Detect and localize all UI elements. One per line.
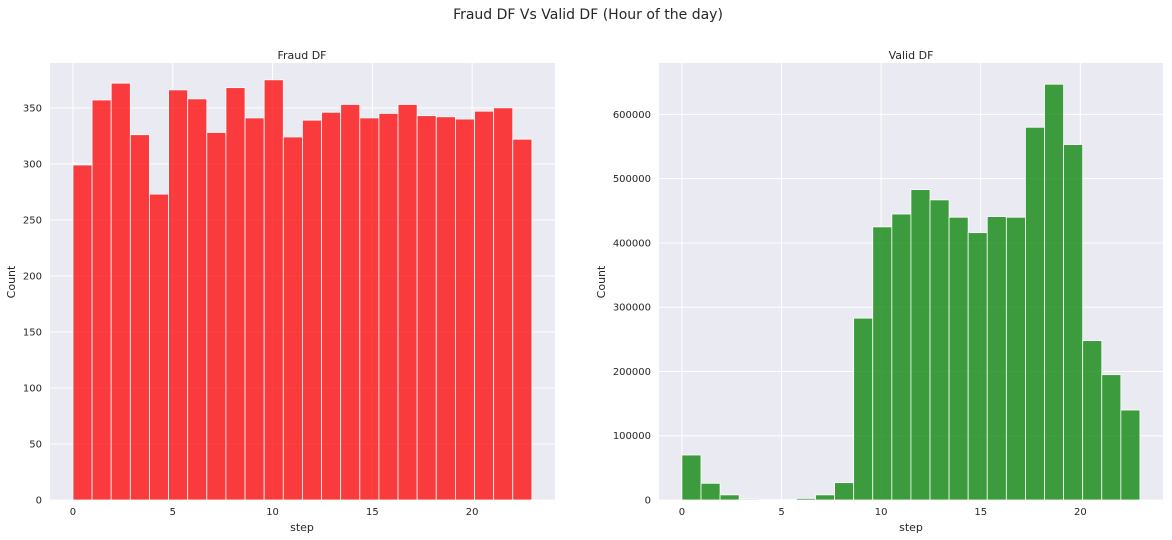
valid-histogram-bar	[986, 216, 1007, 501]
fraud-histogram-bar	[187, 98, 208, 501]
fraud-histogram-bar	[91, 99, 112, 501]
valid-histogram-bar	[1082, 340, 1103, 501]
valid-y-tick-label: 300000	[613, 303, 651, 314]
fraud-histogram-bar	[454, 118, 475, 501]
fraud-x-tick-label: 5	[170, 507, 176, 518]
fraud-axes-title: Fraud DF	[277, 49, 326, 62]
valid-y-tick-label: 100000	[613, 431, 651, 442]
fraud-y-tick-label: 0	[36, 496, 42, 507]
valid-histogram-bar	[1005, 216, 1026, 501]
valid-x-tick-label: 15	[974, 507, 987, 518]
fraud-x-tick-label: 0	[70, 507, 76, 518]
valid-y-tick-label: 500000	[613, 174, 651, 185]
fraud-histogram-bar	[282, 136, 303, 501]
fraud-histogram-bar	[474, 110, 495, 501]
fraud-histogram-bar	[110, 82, 131, 501]
valid-x-tick-label: 20	[1074, 507, 1087, 518]
valid-histogram-bar	[929, 199, 950, 501]
valid-histogram-bar	[1044, 83, 1064, 501]
fraud-y-tick-label: 250	[23, 215, 42, 226]
fraud-histogram-bar	[321, 111, 342, 501]
fraud-histogram-bar	[435, 116, 456, 501]
fraud-x-axis-label: step	[290, 521, 314, 534]
fraud-histogram-bar	[225, 87, 246, 501]
valid-histogram-bar	[738, 498, 759, 501]
fraud-histogram-bar	[397, 104, 418, 501]
fraud-y-tick-label: 150	[23, 327, 42, 338]
valid-y-tick-label: 200000	[613, 367, 651, 378]
valid-histogram-bar	[719, 494, 740, 501]
fraud-histogram-bar	[302, 119, 322, 501]
valid-histogram-bar	[967, 232, 988, 501]
fraud-y-axis-label: Count	[5, 265, 18, 298]
valid-histogram-bar	[815, 494, 835, 501]
fraud-histogram-bar	[149, 193, 169, 501]
fraud-histogram-bar	[168, 89, 189, 501]
fraud-y-tick-label: 100	[23, 383, 42, 394]
fraud-y-tick-label: 200	[23, 271, 42, 282]
fraud-histogram-bar	[493, 107, 514, 501]
valid-axes-title: Valid DF	[889, 49, 934, 62]
fraud-histogram-bar	[244, 117, 265, 501]
fraud-histogram-bar	[340, 104, 361, 501]
valid-y-tick-label: 400000	[613, 238, 651, 249]
fraud-histogram-bar	[72, 164, 93, 501]
valid-x-axis-label: step	[899, 521, 923, 534]
fraud-histogram-bar	[378, 113, 399, 501]
valid-histogram-bar	[853, 317, 874, 501]
valid-histogram-axes: Valid DF step Count 0 5 10 15 20 0 100000 20000…	[595, 49, 1163, 534]
figure-suptitle: Fraud DF Vs Valid DF (Hour of the day)	[453, 7, 723, 23]
valid-x-tick-label: 10	[875, 507, 888, 518]
valid-histogram-bar	[910, 189, 931, 501]
valid-x-tick-label: 5	[778, 507, 784, 518]
valid-histogram-bar	[948, 216, 969, 501]
valid-histogram-bar	[1063, 144, 1084, 501]
valid-histogram-bar	[681, 454, 702, 501]
valid-histogram-bar	[700, 482, 721, 501]
valid-histogram-bar	[1101, 374, 1122, 501]
fraud-histogram-bar	[129, 134, 150, 501]
valid-histogram-bar	[796, 497, 816, 501]
fraud-x-tick-label: 10	[266, 507, 279, 518]
valid-histogram-bar	[834, 482, 855, 501]
valid-y-tick-label: 0	[645, 496, 651, 507]
valid-y-axis-label: Count	[595, 265, 608, 298]
fraud-y-tick-label: 50	[29, 439, 42, 450]
valid-histogram-bar	[891, 213, 912, 501]
valid-histogram-bar	[1025, 126, 1045, 501]
fraud-y-tick-label: 300	[23, 159, 42, 170]
fraud-x-tick-label: 15	[366, 507, 379, 518]
fraud-histogram-axes: Fraud DF step Count 0 5 10 15 20050100150200…	[5, 49, 555, 534]
fraud-histogram-bar	[206, 132, 227, 501]
fraud-histogram-bar	[512, 138, 533, 501]
valid-histogram-bar	[872, 226, 893, 501]
valid-x-tick-label: 0	[679, 507, 685, 518]
fraud-histogram-bar	[416, 115, 437, 501]
fraud-x-tick-label: 20	[466, 507, 479, 518]
valid-histogram-bar	[1120, 409, 1141, 501]
valid-y-tick-label: 600000	[613, 110, 651, 121]
fraud-histogram-bar	[359, 117, 380, 501]
fraud-y-tick-label: 350	[23, 103, 42, 114]
fraud-histogram-bar	[263, 79, 284, 501]
